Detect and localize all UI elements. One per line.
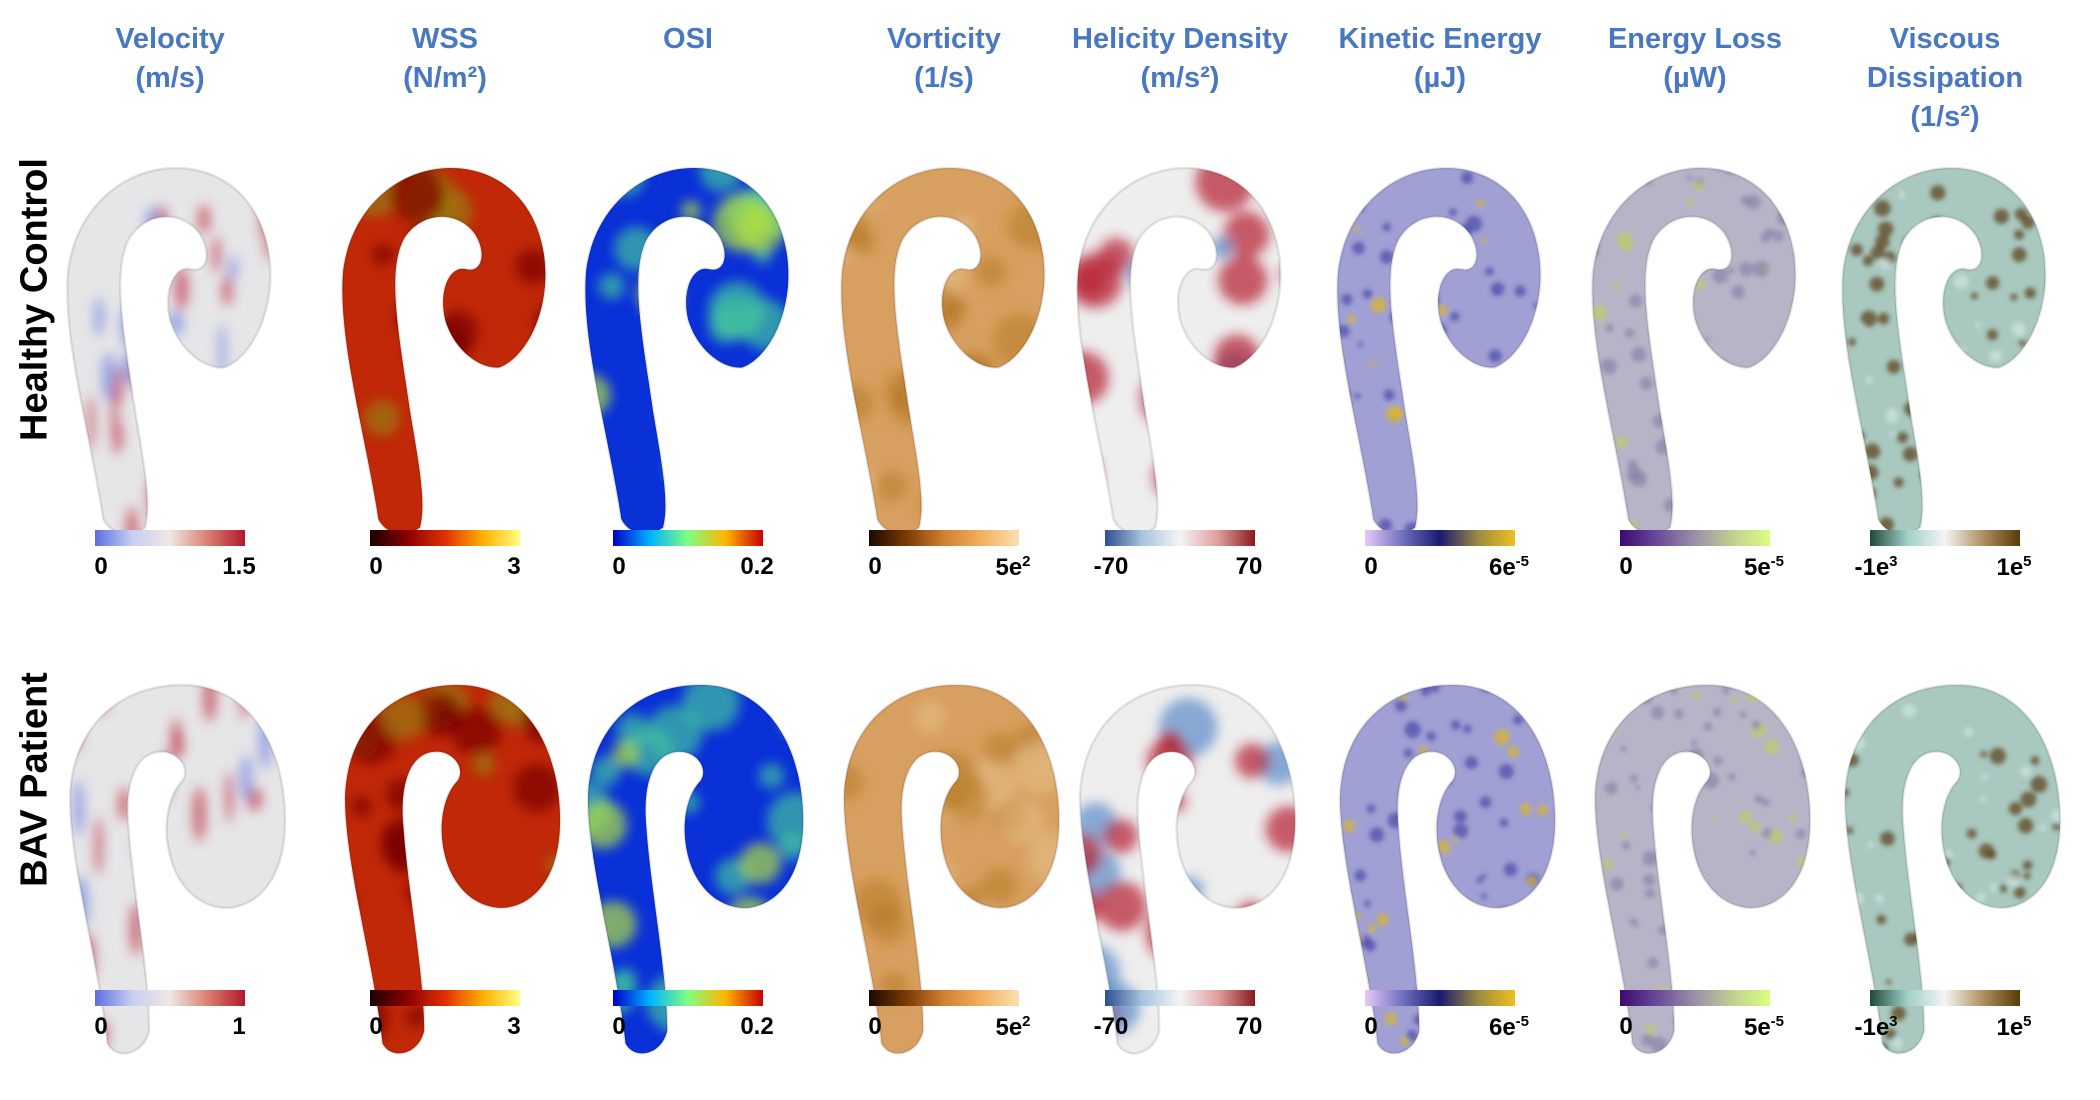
column-header: OSI (563, 20, 813, 59)
colorbar (95, 990, 245, 1006)
column-header: Velocity (m/s) (45, 20, 295, 98)
column-header: WSS (N/m²) (320, 20, 570, 98)
colorbar-max-label: 1e5 (1996, 1013, 2032, 1041)
colorbar (869, 990, 1019, 1006)
colorbar (95, 530, 245, 546)
aorta-body (588, 685, 804, 1054)
colorbar (1870, 990, 2020, 1006)
column-title: Viscous Dissipation (1866, 23, 2024, 94)
colorbar-min-label: 0 (1619, 553, 1633, 580)
colorbar-min-label: 0 (868, 553, 882, 580)
colorbar (869, 530, 1019, 546)
aorta-surface (1843, 683, 2062, 1055)
aorta-surface (66, 166, 272, 535)
colorbar-min-label: -70 (1093, 553, 1129, 580)
colorbar-min-label: -1e3 (1854, 553, 1898, 581)
aorta-surface (842, 683, 1061, 1055)
column-unit: (1/s²) (1910, 101, 1980, 133)
column-unit: (µW) (1663, 62, 1727, 94)
colorbar (1365, 990, 1515, 1006)
aorta-surface (1076, 166, 1282, 535)
aorta-body (1080, 685, 1296, 1054)
colorbar (370, 530, 520, 546)
column-title: WSS (411, 23, 479, 55)
colorbar-max-label: 5e2 (995, 1013, 1031, 1041)
colorbar-min-label: 0 (1364, 553, 1378, 580)
colorbar-min-label: -1e3 (1854, 1013, 1898, 1041)
aorta-body (1592, 168, 1796, 534)
colorbar-max-label: 0.2 (740, 1013, 774, 1040)
colorbar-max-label: 0.2 (740, 553, 774, 580)
colorbar-max-label: 6e-5 (1488, 1013, 1530, 1041)
column-title: OSI (663, 23, 713, 55)
colorbar-max-label: 5e2 (995, 553, 1031, 581)
colorbar-max-label: 1e5 (1996, 553, 2032, 581)
aorta-surface (341, 166, 547, 535)
colorbar-min-label: 0 (369, 553, 383, 580)
colorbar-min-label: 0 (868, 1013, 882, 1040)
column-header: Energy Loss (µW) (1570, 20, 1820, 98)
aorta-surface (343, 683, 562, 1055)
colorbar (370, 990, 520, 1006)
colorbar-min-label: 0 (94, 1013, 108, 1040)
column-title: Energy Loss (1607, 23, 1783, 55)
column-title: Helicity Density (1072, 23, 1288, 55)
aorta-body (67, 168, 271, 534)
colorbar (613, 990, 763, 1006)
colorbar (1870, 530, 2020, 546)
aorta-body (1337, 168, 1541, 534)
colorbar (1365, 530, 1515, 546)
column-unit: (m/s) (135, 62, 205, 94)
colorbar-min-label: 0 (1364, 1013, 1378, 1040)
colorbar-min-label: -70 (1093, 1013, 1129, 1040)
colorbar-max-label: 1.5 (222, 553, 256, 580)
colorbar-max-label: 1 (232, 1013, 246, 1040)
colorbar-max-label: 5e-5 (1743, 553, 1785, 581)
colorbar-min-label: 0 (94, 553, 108, 580)
aorta-surface (584, 166, 790, 535)
column-header: Viscous Dissipation (1/s²) (1820, 20, 2070, 137)
colorbar-min-label: 0 (612, 1013, 626, 1040)
aorta-surface (586, 683, 805, 1055)
aorta-body (1340, 685, 1556, 1054)
aorta-surface (1841, 166, 2047, 535)
column-header: Vorticity (1/s) (819, 20, 1069, 98)
column-header: Helicity Density (m/s²) (1055, 20, 1305, 98)
aorta-body (342, 168, 546, 534)
aorta-surface (840, 166, 1046, 535)
colorbar-max-label: 70 (1235, 553, 1263, 580)
colorbar-min-label: 0 (612, 553, 626, 580)
column-unit: (N/m²) (403, 62, 487, 94)
colorbar (1620, 990, 1770, 1006)
colorbar-max-label: 3 (507, 553, 521, 580)
colorbar-max-label: 70 (1235, 1013, 1263, 1040)
colorbar-max-label: 5e-5 (1743, 1013, 1785, 1041)
aorta-surface (1593, 683, 1812, 1055)
colorbar (613, 530, 763, 546)
column-title: Vorticity (887, 23, 1001, 55)
aorta-surface (1591, 166, 1797, 535)
colorbar (1105, 530, 1255, 546)
colorbar (1620, 530, 1770, 546)
colorbar-min-label: 0 (1619, 1013, 1633, 1040)
column-unit: (1/s) (914, 62, 974, 94)
column-unit: (m/s²) (1140, 62, 1220, 94)
column-header: Kinetic Energy (µJ) (1315, 20, 1565, 98)
aorta-surface (68, 683, 287, 1055)
aorta-body (345, 685, 561, 1054)
aorta-surface (1078, 683, 1297, 1055)
aorta-body (1845, 685, 2061, 1054)
aorta-surface (1336, 166, 1542, 535)
column-title: Velocity (115, 23, 225, 55)
column-title: Kinetic Energy (1338, 23, 1542, 55)
colorbar (1105, 990, 1255, 1006)
aorta-surface (1338, 683, 1557, 1055)
colorbar-max-label: 6e-5 (1488, 553, 1530, 581)
column-unit: (µJ) (1413, 62, 1467, 94)
colorbar-min-label: 0 (369, 1013, 383, 1040)
colorbar-max-label: 3 (507, 1013, 521, 1040)
